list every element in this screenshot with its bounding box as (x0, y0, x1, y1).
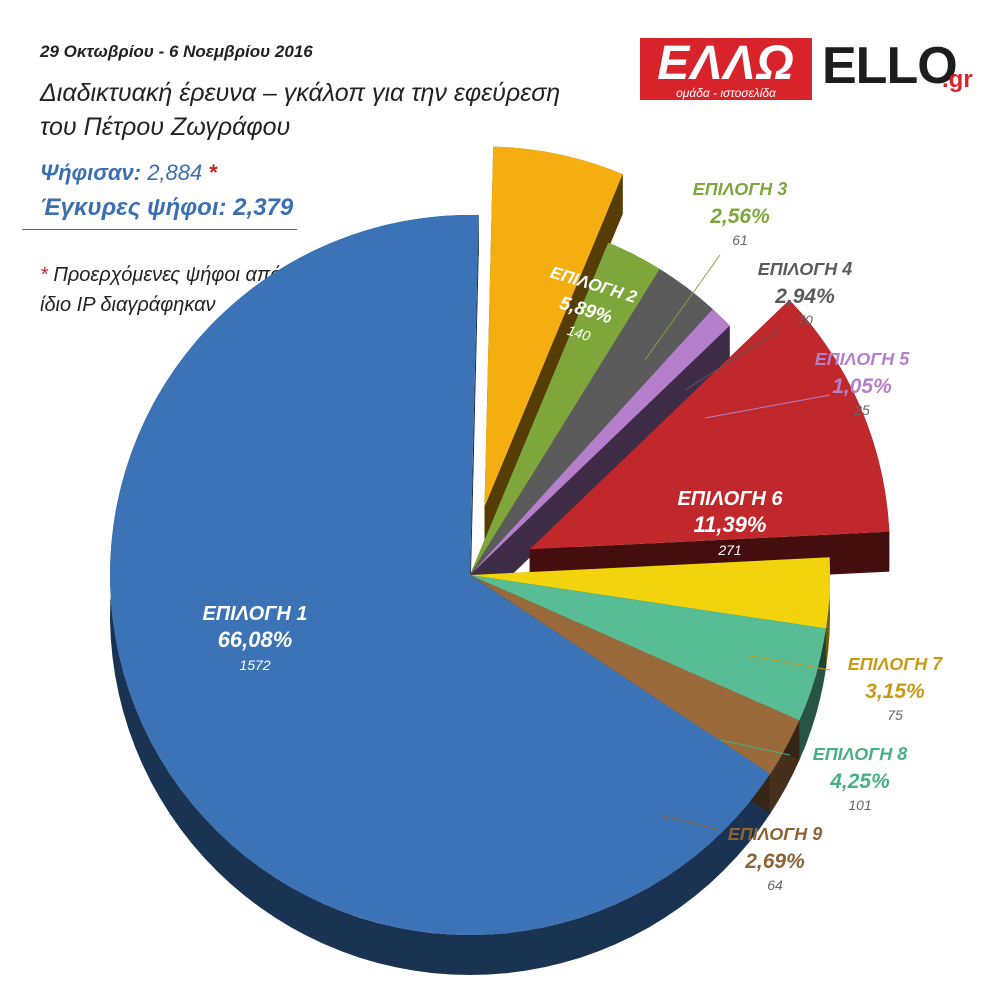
leader-line-8 (719, 739, 791, 756)
valid-value: 2,379 (233, 194, 294, 221)
valid-votes: Έγκυρες ψήφοι: 2,379 (40, 194, 293, 222)
pie-top-layer (110, 146, 890, 935)
slice-percent-9: 2,69% (744, 850, 805, 873)
pie-slice-8 (470, 575, 826, 721)
note-star: * (40, 264, 48, 286)
slice-side-7 (826, 557, 830, 669)
title-line-2: του Πέτρου Ζωγράφου (40, 113, 291, 141)
pie-slice-2 (484, 146, 623, 507)
pie-slice-1 (110, 214, 771, 935)
voted-star: * (208, 160, 217, 185)
title-line-1: Διαδικτυακή έρευνα – γκάλοπ για την εφεύ… (40, 79, 561, 107)
logo-wordmark: ELLO (822, 37, 958, 95)
slice-side-8 (799, 628, 826, 761)
valid-label: Έγκυρες ψήφοι: (40, 194, 227, 221)
logo-subtitle: ομάδα - ιστοσελίδα (676, 86, 776, 100)
ello-logo: ΕΛΛΩ ομάδα - ιστοσελίδα (640, 38, 812, 100)
slice-percent-4: 2,94% (774, 285, 835, 308)
pie-slice-4 (470, 269, 713, 575)
slice-label-8: ΕΠΙΛΟΓΗ 8 (813, 744, 908, 764)
leader-line-5 (704, 394, 831, 419)
slice-count-8: 101 (848, 797, 871, 813)
footnote: * Προερχόμενες ψήφοι από ίδιο IP διαγράφ… (40, 260, 340, 320)
leader-line-9 (659, 814, 721, 831)
leader-line-7 (744, 654, 831, 671)
pie-slice-9 (470, 575, 800, 774)
slice-count-5: 25 (853, 402, 870, 418)
slice-percent-7: 3,15% (865, 680, 925, 703)
pie-slice-5 (470, 309, 730, 575)
slice-count-9: 64 (767, 877, 783, 893)
slice-percent-1: 66,08% (218, 627, 293, 652)
slice-label-4: ΕΠΙΛΟΓΗ 4 (758, 259, 853, 279)
slice-count-1: 1572 (239, 657, 270, 673)
pie-slice-6 (529, 300, 890, 550)
voted-count: Ψήφισαν: 2,884 * (40, 160, 217, 186)
leader-line-4 (684, 329, 781, 391)
slice-label-9: ΕΠΙΛΟΓΗ 9 (728, 824, 823, 844)
leader-line-3 (644, 254, 721, 361)
slice-count-4: 70 (797, 312, 813, 328)
slice-label-group-1: ΕΠΙΛΟΓΗ 166,08% 1572 (202, 603, 307, 673)
slice-label-7: ΕΠΙΛΟΓΗ 7 (848, 654, 944, 674)
slice-count-7: 75 (887, 707, 903, 723)
survey-date: 29 Οκτωβρίου - 6 Νοεμβρίου 2016 (40, 42, 313, 61)
slice-percent-3: 2,56% (709, 205, 770, 228)
slice-percent-8: 4,25% (829, 770, 890, 793)
page-title: Διαδικτυακή έρευνα – γκάλοπ για την εφεύ… (40, 76, 640, 144)
slice-wall-5-1 (470, 325, 730, 615)
slice-percent-5: 1,05% (832, 375, 892, 398)
slice-wall-2-1 (484, 174, 623, 547)
slice-wall-1-1 (470, 215, 479, 616)
slice-count-2: 140 (565, 322, 592, 344)
pie-slice-7 (470, 557, 831, 629)
voted-label: Ψήφισαν: (40, 160, 142, 185)
slice-count-3: 61 (732, 232, 748, 248)
slice-label-group-6: ΕΠΙΛΟΓΗ 611,39% 271 (677, 488, 783, 558)
note-line-1: Προερχόμενες ψήφοι από (53, 264, 282, 286)
slice-label-3: ΕΠΙΛΟΓΗ 3 (693, 179, 788, 199)
note-line-2: ίδιο IP διαγράφηκαν (40, 294, 216, 316)
slice-label-6: ΕΠΙΛΟΓΗ 6 (677, 488, 783, 510)
logo-greek-text: ΕΛΛΩ (657, 37, 795, 90)
slice-label-5: ΕΠΙΛΟΓΗ 5 (815, 349, 911, 369)
divider (22, 229, 297, 230)
slice-percent-6: 11,39% (694, 512, 767, 537)
slice-count-6: 271 (717, 542, 741, 558)
voted-value: 2,884 (147, 160, 203, 185)
logo-suffix: .gr (942, 66, 973, 93)
pie-slice-3 (470, 242, 660, 575)
slice-label-1: ΕΠΙΛΟΓΗ 1 (202, 603, 307, 625)
